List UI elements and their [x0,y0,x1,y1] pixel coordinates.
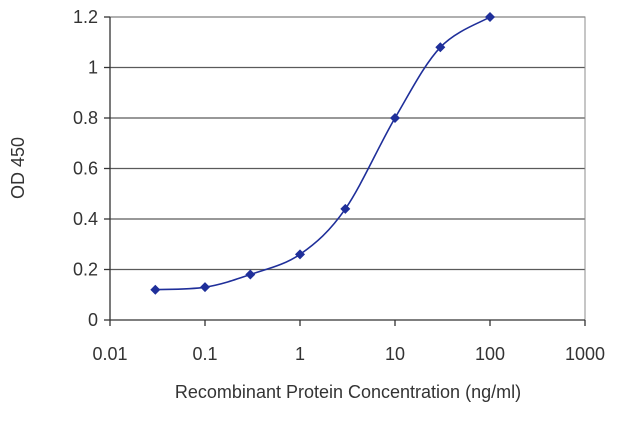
data-point-5 [390,113,400,123]
x-tick-label-5: 1000 [565,344,605,364]
data-point-4 [340,203,351,214]
data-point-7 [485,12,495,22]
grid-layer [110,16,585,271]
x-tick-label-4: 100 [475,344,505,364]
series-line-0 [155,16,491,291]
y-tick-label-1: 0.2 [73,260,98,280]
series-layer [150,12,495,295]
data-point-0 [150,284,161,295]
x-tick-label-3: 10 [385,344,405,364]
y-tick-label-3: 0.6 [73,159,98,179]
x-tick-label-1: 0.1 [192,344,217,364]
y-tick-label-5: 1 [88,58,98,78]
tick-labels: 0 0.2 0.4 0.6 0.8 1 1.2 0.01 0.1 1 10 100 1000 [73,7,605,364]
x-tick-label-0: 0.01 [92,344,127,364]
data-point-2 [245,269,256,280]
data-point-1 [200,282,210,293]
y-tick-label-4: 0.8 [73,108,98,128]
y-axis-title: OD 450 [8,137,28,199]
x-tick-label-2: 1 [295,344,305,364]
y-tick-label-6: 1.2 [73,7,98,27]
x-axis-title: Recombinant Protein Concentration (ng/ml… [175,382,521,402]
axis-layer [104,16,586,326]
y-tick-label-2: 0.4 [73,209,98,229]
y-tick-label-0: 0 [88,310,98,330]
data-point-6 [435,42,446,53]
data-point-3 [295,249,305,260]
